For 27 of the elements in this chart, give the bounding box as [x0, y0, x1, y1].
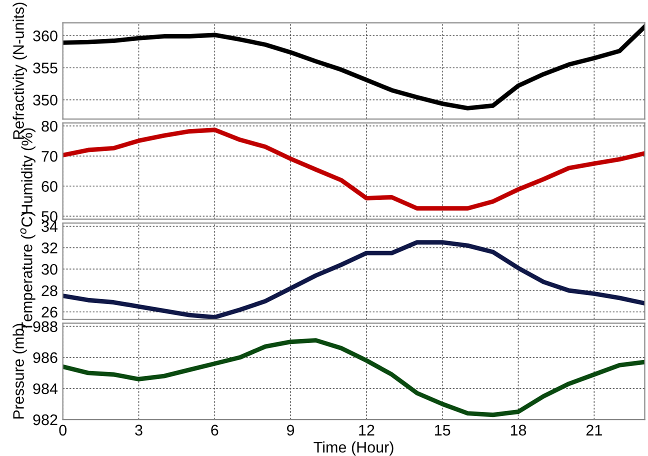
y-tick-label: 26 [42, 306, 58, 318]
y-tick-label: 50 [42, 211, 58, 222]
y-tick-label: 988 [33, 321, 58, 332]
x-tick-label: 21 [586, 424, 602, 436]
y-tick-label: 984 [33, 383, 58, 394]
x-axis-title: Time (Hour) [314, 441, 394, 456]
x-tick-label: 0 [59, 424, 67, 436]
x-tick-label: 9 [287, 424, 294, 436]
y-tick-label: 32 [42, 242, 58, 254]
y-tick-label: 80 [42, 120, 58, 132]
line-series [62, 338, 645, 418]
y-tick-label: 355 [33, 62, 58, 74]
x-tick-label: 12 [359, 424, 374, 436]
x-tick-label: 6 [211, 424, 218, 436]
line-series [62, 128, 645, 211]
y-tick-label: 360 [33, 30, 58, 42]
y-tick-label: 986 [33, 352, 58, 364]
y-tick-label: 982 [33, 414, 58, 426]
y-tick-label: 350 [33, 94, 58, 106]
y-tick-label: 70 [42, 150, 58, 162]
y-tick-label: 30 [42, 264, 58, 275]
x-tick-label: 3 [135, 424, 142, 436]
y-tick-label: 34 [42, 221, 58, 232]
y-tick-label: 28 [42, 285, 58, 296]
y-tick-label: 60 [42, 181, 58, 192]
x-tick-label: 18 [510, 424, 526, 436]
x-tick-label: 15 [435, 424, 450, 436]
